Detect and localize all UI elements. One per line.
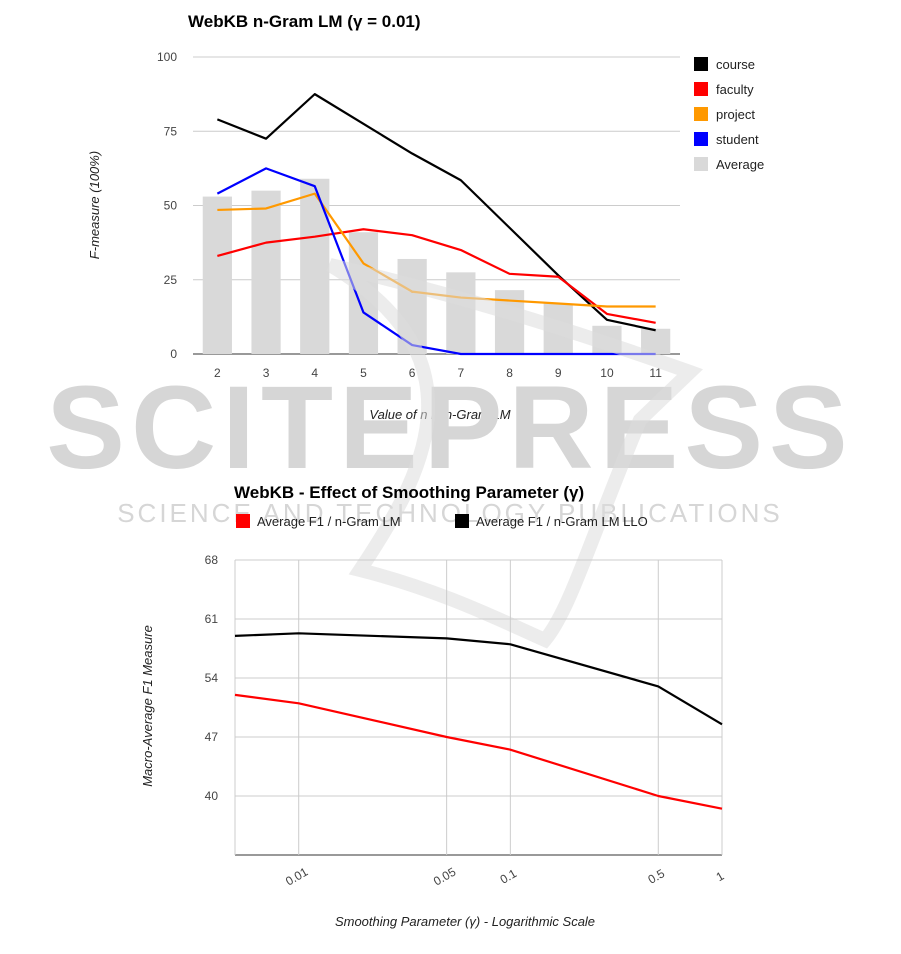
chart1-y-tick-label: 100 xyxy=(157,50,177,64)
chart1-line-student xyxy=(216,167,656,356)
chart1-x-tick-label: 9 xyxy=(555,366,562,380)
chart1-x-tick-label: 3 xyxy=(263,366,270,380)
chart2-legend-label: Average F1 / n-Gram LM LLO xyxy=(476,514,648,529)
chart1-legend-label: faculty xyxy=(716,82,754,97)
chart1-x-axis-title: Value of n in n-Gram LM xyxy=(369,407,510,422)
chart1-y-tick-label: 0 xyxy=(170,347,177,361)
chart1-y-tick-label: 50 xyxy=(164,199,178,213)
chart1-bar-average xyxy=(202,196,232,354)
chart1-legend-swatch xyxy=(694,57,708,71)
watermark-swoosh xyxy=(326,258,704,649)
watermark-tagline: SCIENCE AND TECHNOLOGY PUBLICATIONS xyxy=(117,498,783,528)
chart2-y-ticks: 40 47 54 61 68 xyxy=(205,553,219,803)
chart-smoothing-parameter: WebKB - Effect of Smoothing Parameter (γ… xyxy=(140,483,727,929)
chart1-legend-swatch xyxy=(694,107,708,121)
chart1-x-tick-label: 8 xyxy=(506,366,513,380)
chart1-x-tick-label: 2 xyxy=(214,366,221,380)
chart1-title: WebKB n-Gram LM (γ = 0.01) xyxy=(188,12,421,31)
chart2-x-ticks: 0.01 0.05 0.1 0.5 1 xyxy=(283,864,727,888)
chart1-legend-swatch xyxy=(694,82,708,96)
chart1-x-ticks: 2 3 4 5 6 7 8 9 10 11 xyxy=(214,366,662,380)
chart2-x-tick-label: 0.5 xyxy=(646,866,668,887)
chart1-legend-swatch xyxy=(694,132,708,146)
chart2-x-tick-label: 0.1 xyxy=(498,866,520,887)
chart1-lines xyxy=(216,93,656,356)
chart1-x-tick-label: 4 xyxy=(311,366,318,380)
chart1-bars xyxy=(202,178,671,354)
chart2-x-axis-title: Smoothing Parameter (γ) - Logarithmic Sc… xyxy=(335,914,595,929)
chart1-x-tick-label: 11 xyxy=(649,366,662,380)
chart2-y-tick-label: 61 xyxy=(205,612,219,626)
chart1-legend-label: course xyxy=(716,57,755,72)
chart1-x-tick-label: 7 xyxy=(458,366,465,380)
chart1-line-course xyxy=(216,93,656,332)
chart2-y-tick-label: 68 xyxy=(205,553,219,567)
publisher-watermark: SCITEPRESS SCIENCE AND TECHNOLOGY PUBLIC… xyxy=(46,258,854,649)
chart1-legend-label: Average xyxy=(716,157,764,172)
chart1-x-tick-label: 5 xyxy=(360,366,367,380)
chart1-bar-average xyxy=(251,190,281,354)
chart1-legend: course faculty project student Average xyxy=(694,57,764,172)
chart2-legend-label: Average F1 / n-Gram LM xyxy=(257,514,401,529)
chart2-gridlines xyxy=(234,559,723,856)
chart2-legend-swatch xyxy=(455,514,469,528)
chart1-legend-label: student xyxy=(716,132,759,147)
chart2-title: WebKB - Effect of Smoothing Parameter (γ… xyxy=(234,483,584,502)
chart2-x-tick-label: 1 xyxy=(714,869,727,885)
chart2-y-tick-label: 40 xyxy=(205,789,219,803)
chart1-y-axis-title: F-measure (100%) xyxy=(87,151,102,259)
chart1-legend-label: project xyxy=(716,107,755,122)
watermark-brand: SCITEPRESS xyxy=(46,362,854,494)
chart1-bar-average xyxy=(446,272,476,354)
chart1-y-tick-label: 75 xyxy=(164,124,178,138)
chart2-legend-swatch xyxy=(236,514,250,528)
chart2-x-tick-label: 0.05 xyxy=(431,864,459,888)
chart1-x-tick-label: 6 xyxy=(409,366,416,380)
chart2-y-axis-title: Macro-Average F1 Measure xyxy=(140,625,155,787)
chart1-line-faculty xyxy=(217,228,656,324)
chart2-legend: Average F1 / n-Gram LM Average F1 / n-Gra… xyxy=(236,514,648,529)
chart1-legend-swatch xyxy=(694,157,708,171)
chart2-lines xyxy=(234,632,723,810)
chart1-y-ticks: 0 25 50 75 100 xyxy=(157,50,177,361)
chart1-y-tick-label: 25 xyxy=(164,273,178,287)
chart2-line-series xyxy=(234,693,723,810)
chart2-y-tick-label: 47 xyxy=(205,730,219,744)
chart1-x-tick-label: 10 xyxy=(600,366,614,380)
chart1-bar-average xyxy=(300,178,330,354)
chart2-x-tick-label: 0.01 xyxy=(283,864,311,888)
chart2-y-tick-label: 54 xyxy=(205,671,219,685)
chart2-line-series xyxy=(234,632,723,726)
